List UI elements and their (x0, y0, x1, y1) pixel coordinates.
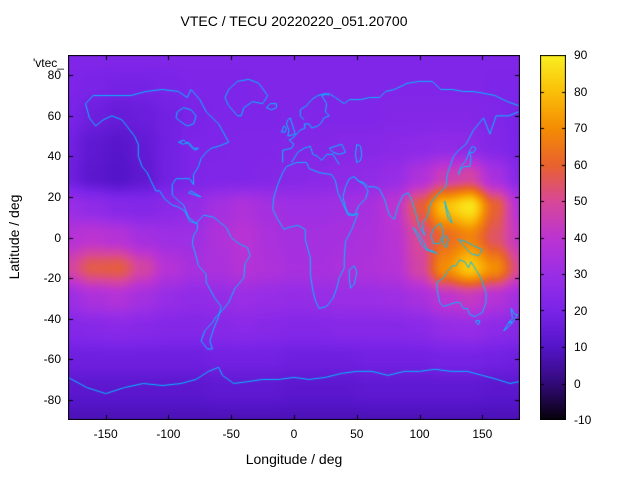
colorbar-tick-label: 0 (574, 376, 581, 391)
colorbar-tick-label: -10 (574, 413, 592, 427)
colorbar-canvas (540, 55, 566, 420)
x-tick-label: 150 (472, 427, 493, 441)
x-tick-label: -100 (156, 427, 181, 441)
colorbar-tick-label: 80 (574, 84, 588, 99)
y-tick-label: 60 (47, 108, 61, 123)
y-tick-label: 40 (47, 149, 61, 164)
x-tick-label: -50 (222, 427, 240, 441)
y-tick-label: -80 (43, 392, 61, 407)
x-tick-label: 0 (290, 427, 298, 441)
legend-label: 'vtec_ (33, 56, 64, 70)
colorbar-tick-label: 60 (574, 157, 588, 172)
y-tick-label: 20 (47, 189, 61, 204)
y-tick-label: 0 (54, 230, 61, 245)
colorbar-tick-label: 40 (574, 230, 588, 245)
colorbar-tick-label: 10 (574, 340, 588, 354)
y-tick-label: 80 (47, 68, 61, 83)
colorbar-tick-label: 30 (574, 267, 588, 281)
y-tick-label: -40 (43, 311, 61, 326)
y-axis-label: Latitude / deg (6, 194, 22, 280)
x-axis-label: Longitude / deg (245, 451, 343, 467)
heatmap-plot-canvas (68, 55, 520, 420)
y-tick-label: -20 (43, 271, 61, 286)
x-tick-label: 50 (350, 427, 364, 441)
y-tick-label: -60 (43, 352, 61, 367)
x-tick-label: 100 (409, 427, 430, 441)
colorbar-tick-label: 20 (574, 303, 588, 318)
chart-title: VTEC / TECU 20220220_051.20700 (180, 13, 408, 29)
x-tick-label: -150 (93, 427, 118, 441)
colorbar-tick-label: 50 (574, 194, 588, 208)
colorbar-tick-label: 70 (574, 121, 588, 135)
colorbar-tick-label: 90 (574, 48, 588, 62)
